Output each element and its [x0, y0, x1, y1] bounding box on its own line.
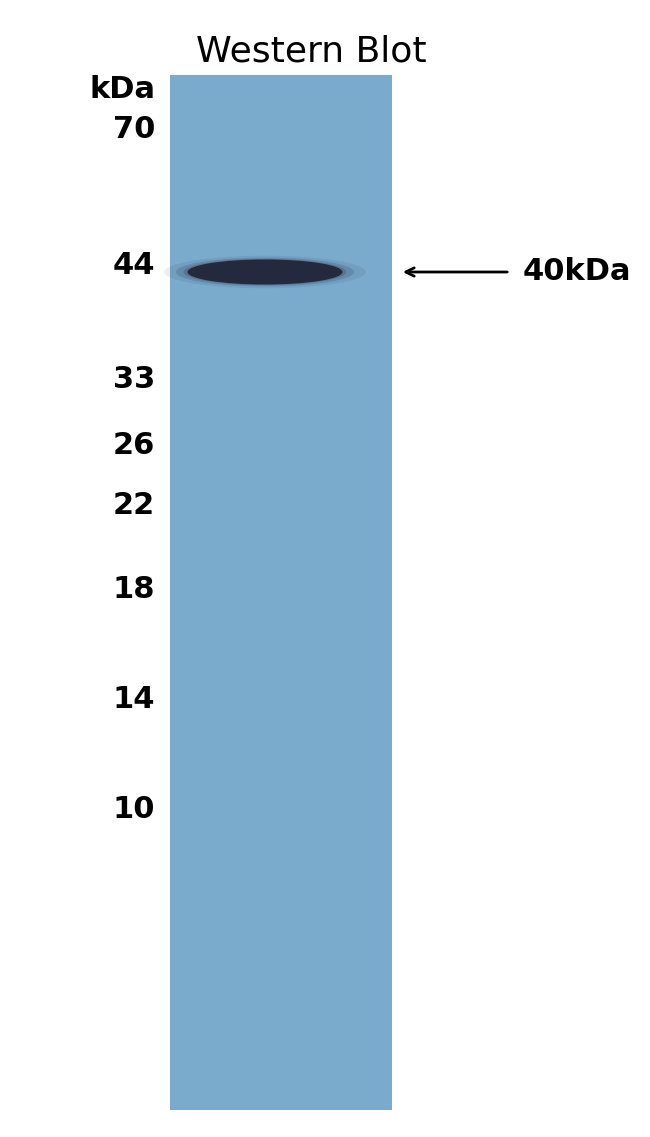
Text: 33: 33 [112, 365, 155, 395]
Ellipse shape [176, 258, 354, 287]
Bar [170, 75, 392, 1110]
Ellipse shape [183, 259, 346, 285]
Ellipse shape [187, 259, 343, 284]
Text: 10: 10 [112, 796, 155, 824]
Text: kDa: kDa [89, 75, 155, 105]
Text: 44: 44 [112, 250, 155, 280]
Text: 70: 70 [112, 116, 155, 144]
Ellipse shape [164, 256, 366, 289]
Text: 40kDa: 40kDa [523, 257, 632, 287]
Text: Western Blot: Western Blot [196, 35, 426, 69]
Text: 14: 14 [112, 686, 155, 714]
Text: 26: 26 [112, 431, 155, 459]
Text: 22: 22 [112, 490, 155, 520]
Text: 18: 18 [112, 575, 155, 605]
